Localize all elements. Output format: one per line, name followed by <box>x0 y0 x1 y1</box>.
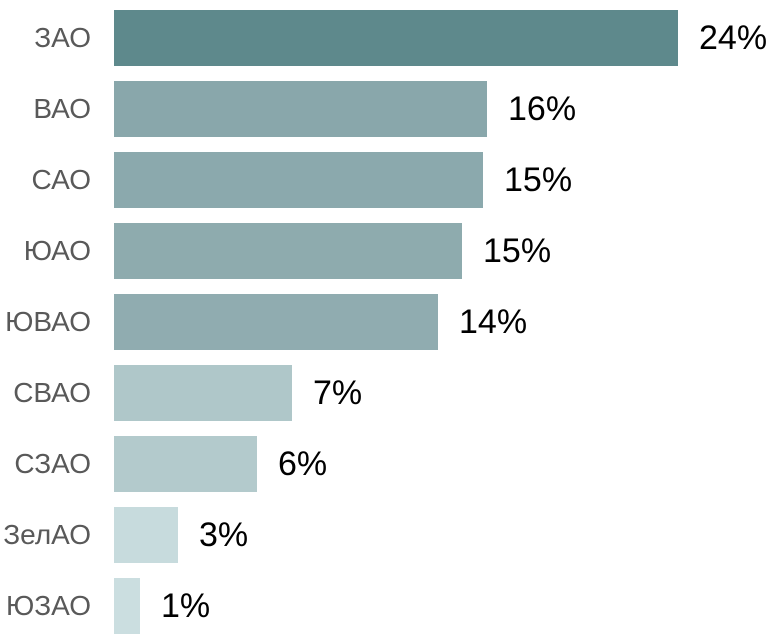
bar <box>114 294 438 350</box>
bar-row: САО 15% <box>0 152 770 208</box>
bar-row: СЗАО 6% <box>0 436 770 492</box>
bar-row: ЗАО 24% <box>0 10 770 66</box>
category-label: ЮЗАО <box>5 590 91 621</box>
category-label: СЗАО <box>14 448 91 479</box>
value-label: 3% <box>199 516 249 554</box>
bar <box>114 10 678 66</box>
bar-row: СВАО 7% <box>0 365 770 421</box>
bar-row: ЮАО 15% <box>0 223 770 279</box>
bar-row: ЮЗАО 1% <box>0 578 770 634</box>
bar <box>114 152 483 208</box>
value-label: 16% <box>508 90 577 128</box>
category-label: САО <box>31 164 91 195</box>
value-label: 15% <box>483 232 552 270</box>
value-label: 15% <box>504 161 573 199</box>
category-label: ЮАО <box>23 235 91 266</box>
value-label: 1% <box>161 587 211 625</box>
bar-row: ВАО 16% <box>0 81 770 137</box>
category-label: ВАО <box>33 93 91 124</box>
category-label: СВАО <box>13 377 91 408</box>
bar <box>114 436 257 492</box>
category-label: ЗелАО <box>3 519 91 550</box>
bar <box>114 365 292 421</box>
value-label: 7% <box>313 374 363 412</box>
category-label: ЗАО <box>34 22 91 53</box>
bar <box>114 507 178 563</box>
value-label: 6% <box>278 445 328 483</box>
bar <box>114 223 462 279</box>
value-label: 14% <box>459 303 528 341</box>
bar <box>114 578 140 634</box>
bar-row: ЗелАО 3% <box>0 507 770 563</box>
value-label: 24% <box>699 19 768 57</box>
category-label: ЮВАО <box>5 306 91 337</box>
bar-row: ЮВАО 14% <box>0 294 770 350</box>
bar <box>114 81 487 137</box>
